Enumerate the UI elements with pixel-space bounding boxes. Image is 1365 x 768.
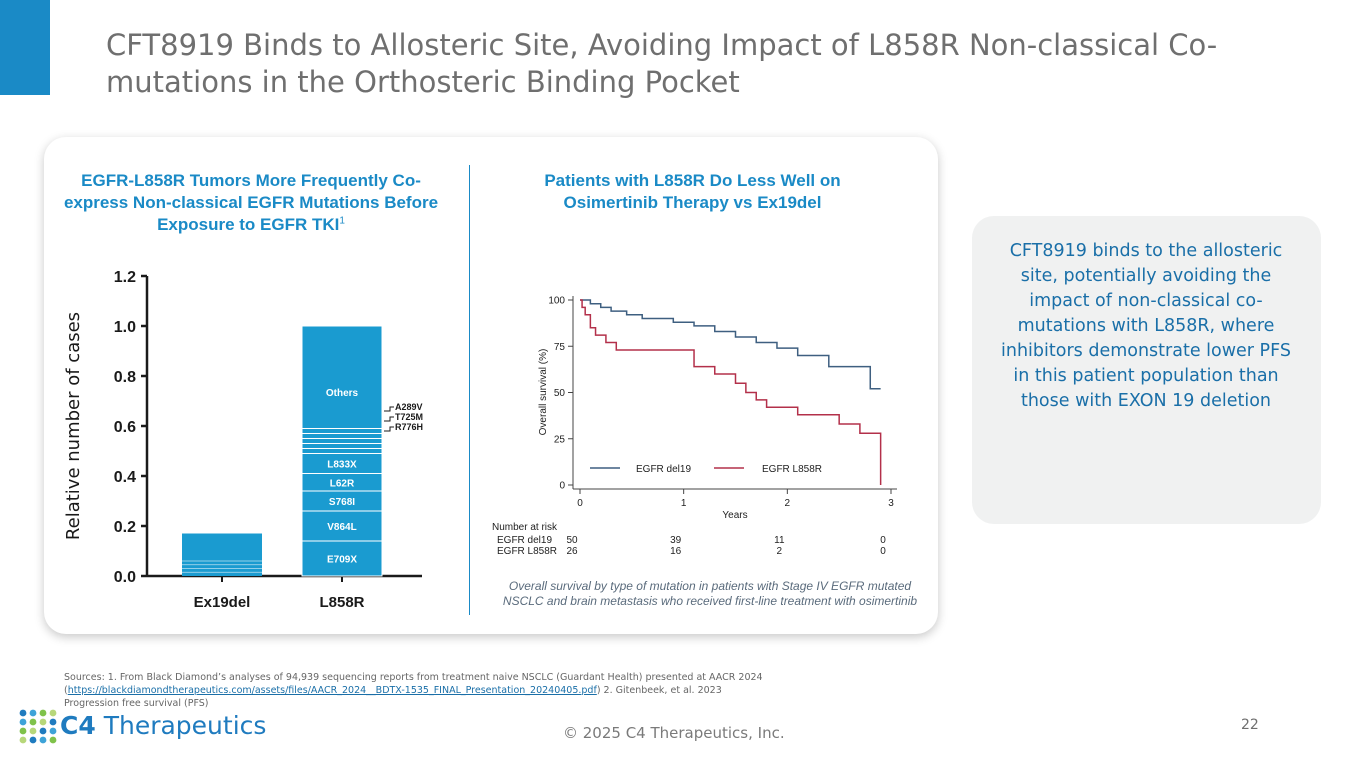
risk-table-label: EGFR L858R <box>497 546 557 557</box>
risk-table-title: Number at risk <box>492 522 558 533</box>
km-x-axis-label: Years <box>722 510 747 521</box>
logo-dot <box>29 727 37 735</box>
bar-ex19del <box>182 533 262 576</box>
logo-brand-rest: Therapeutics <box>95 711 267 740</box>
km-x-tick-label: 3 <box>888 498 894 509</box>
risk-table-value: 16 <box>670 546 682 557</box>
annotation-bracket <box>384 406 394 412</box>
risk-table-value: 2 <box>777 546 783 557</box>
annotation-bracket <box>384 426 394 432</box>
sources-link[interactable]: https://blackdiamondtherapeutics.com/ass… <box>67 685 597 696</box>
km-series-line <box>580 299 881 390</box>
logo-dot <box>49 709 57 717</box>
segment-label: V864L <box>327 522 356 533</box>
page-number: 22 <box>1241 717 1259 733</box>
y-tick-label: 1.0 <box>114 319 136 336</box>
logo-dot <box>19 718 27 726</box>
logo-brand-bold: C4 <box>60 711 96 740</box>
sources-line-2: (https://blackdiamondtherapeutics.com/as… <box>64 685 722 696</box>
x-tick-label: L858R <box>319 594 364 611</box>
km-series-line <box>580 299 882 485</box>
logo-dot <box>19 736 27 744</box>
left-chart-title-footnote: 1 <box>339 215 345 227</box>
segment-label: E709X <box>327 555 357 566</box>
logo-dots-icon <box>19 709 57 744</box>
risk-table-value: 11 <box>774 535 785 546</box>
callout-box <box>972 216 1321 524</box>
y-tick-label: 0.2 <box>114 519 136 536</box>
y-tick-label: 1.2 <box>114 269 136 286</box>
bar-segment-l858r <box>301 540 383 577</box>
risk-table-value: 26 <box>566 546 578 557</box>
sources-line-3: Progression free survival (PFS) <box>64 698 209 709</box>
segment-label: Others <box>326 388 359 399</box>
km-x-tick-label: 0 <box>577 498 583 509</box>
annotation-label: T725M <box>395 412 423 422</box>
logo-dot <box>49 718 57 726</box>
segment-label: L833X <box>327 460 357 471</box>
y-axis-label: Relative number of cases <box>63 312 84 540</box>
y-tick-label: 0.6 <box>114 419 136 436</box>
km-legend-label: EGFR del19 <box>636 464 691 475</box>
logo-dot <box>39 727 47 735</box>
panel-divider <box>469 165 470 615</box>
risk-table-label: EGFR del19 <box>497 535 552 546</box>
copyright: © 2025 C4 Therapeutics, Inc. <box>563 724 785 742</box>
annotation-label: A289V <box>395 402 423 412</box>
km-x-tick-label: 1 <box>681 498 687 509</box>
logo-dot <box>29 736 37 744</box>
km-legend-label: EGFR L858R <box>762 464 822 475</box>
logo-dot <box>49 736 57 744</box>
km-y-tick-label: 75 <box>554 342 566 353</box>
survival-caption: Overall survival by type of mutation in … <box>502 579 918 608</box>
annotation-bracket <box>384 416 394 422</box>
km-y-tick-label: 50 <box>554 388 566 399</box>
risk-table-value: 0 <box>880 546 886 557</box>
y-tick-label: 0.8 <box>114 369 136 386</box>
y-tick-label: 0.4 <box>114 469 136 486</box>
logo-dot <box>19 727 27 735</box>
accent-bar <box>0 0 50 95</box>
logo-dot <box>29 718 37 726</box>
segment-label: S768I <box>329 497 355 508</box>
y-tick-label: 0.0 <box>114 569 136 586</box>
risk-table-value: 50 <box>566 535 578 546</box>
logo-dot <box>39 736 47 744</box>
right-chart-title: Patients with L858R Do Less Well on Osim… <box>544 171 841 212</box>
risk-table-value: 0 <box>880 535 886 546</box>
risk-table-value: 39 <box>670 535 682 546</box>
logo-dot <box>39 709 47 717</box>
left-chart-title: EGFR-L858R Tumors More Frequently Co-exp… <box>58 170 444 236</box>
logo-dot <box>39 718 47 726</box>
left-chart-title-text: EGFR-L858R Tumors More Frequently Co-exp… <box>63 171 439 234</box>
km-y-axis-label: Overall survival (%) <box>538 349 549 436</box>
km-y-tick-label: 100 <box>548 296 565 307</box>
x-tick-label: Ex19del <box>194 594 251 611</box>
sources-footnote: Sources: 1. From Black Diamond’s analyse… <box>64 671 894 710</box>
logo-dot <box>49 727 57 735</box>
logo-dot <box>29 709 37 717</box>
company-logo: C4 Therapeutics <box>60 711 266 741</box>
segment-label: L62R <box>330 478 355 489</box>
sources-line-2-suffix: ) 2. Gitenbeek, et al. 2023 <box>596 685 722 696</box>
logo-dot <box>19 709 27 717</box>
callout-text: CFT8919 binds to the allosteric site, po… <box>1001 241 1291 411</box>
km-x-tick-label: 2 <box>785 498 791 509</box>
km-y-tick-label: 0 <box>559 481 565 492</box>
slide-title: CFT8919 Binds to Allosteric Site, Avoidi… <box>106 28 1218 99</box>
annotation-label: R776H <box>395 422 423 432</box>
sources-line-1: Sources: 1. From Black Diamond’s analyse… <box>64 672 763 683</box>
km-y-tick-label: 25 <box>554 434 566 445</box>
bar-segment-l858r <box>301 325 383 429</box>
